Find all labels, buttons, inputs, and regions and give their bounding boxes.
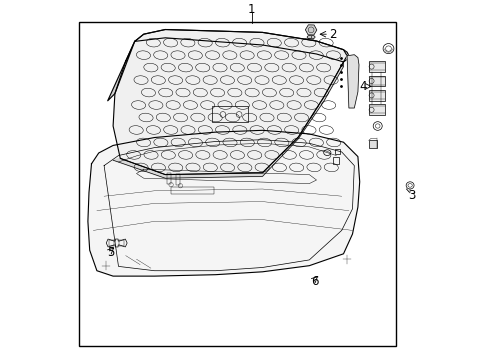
Text: 6: 6 <box>310 275 318 288</box>
Bar <box>368 61 384 72</box>
Polygon shape <box>107 41 134 101</box>
Ellipse shape <box>306 35 314 39</box>
Bar <box>176 174 179 185</box>
Bar <box>212 106 247 122</box>
Bar <box>332 157 339 164</box>
Bar <box>118 240 123 246</box>
Bar <box>368 90 384 101</box>
Text: 5: 5 <box>107 246 114 259</box>
Polygon shape <box>113 30 346 175</box>
Polygon shape <box>346 55 358 108</box>
Polygon shape <box>88 130 359 276</box>
Bar <box>79 22 395 346</box>
Bar <box>368 104 384 115</box>
Text: 2: 2 <box>328 28 336 41</box>
Bar <box>335 149 340 154</box>
Bar <box>368 140 376 148</box>
Polygon shape <box>134 30 348 62</box>
Bar <box>108 240 114 246</box>
Bar <box>368 76 384 86</box>
Bar <box>167 173 170 184</box>
Bar <box>170 187 213 194</box>
Polygon shape <box>113 62 343 178</box>
Text: 1: 1 <box>247 3 255 15</box>
Text: 4: 4 <box>359 80 366 93</box>
Text: 3: 3 <box>407 189 415 202</box>
